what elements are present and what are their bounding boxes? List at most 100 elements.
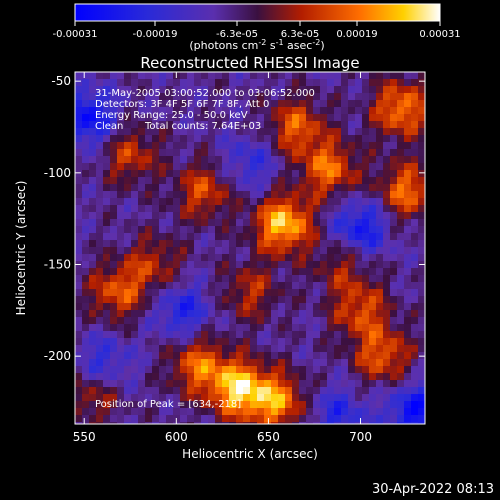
heatmap-cell: [243, 261, 251, 269]
heatmap-cell: [173, 268, 181, 276]
heatmap-cell: [138, 247, 146, 255]
heatmap-cell: [89, 331, 97, 339]
heatmap-cell: [89, 317, 97, 325]
heatmap-cell: [390, 170, 398, 178]
heatmap-cell: [110, 331, 118, 339]
heatmap-cell: [201, 422, 209, 424]
heatmap-cell: [117, 268, 125, 276]
heatmap-cell: [320, 121, 328, 129]
heatmap-cell: [229, 205, 237, 213]
heatmap-cell: [362, 401, 370, 409]
heatmap-cell: [404, 149, 412, 157]
heatmap-cell: [166, 359, 174, 367]
heatmap-cell: [362, 121, 370, 129]
heatmap-cell: [334, 226, 342, 234]
heatmap-cell: [341, 366, 349, 374]
heatmap-cell: [306, 338, 314, 346]
heatmap-cell: [306, 345, 314, 353]
heatmap-cell: [397, 317, 405, 325]
heatmap-cell: [96, 415, 104, 423]
heatmap-cell: [229, 149, 237, 157]
heatmap-cell: [355, 380, 363, 388]
heatmap-cell: [222, 72, 230, 80]
heatmap-cell: [334, 79, 342, 87]
heatmap-cell: [376, 128, 384, 136]
heatmap-cell: [215, 366, 223, 374]
heatmap-cell: [82, 86, 90, 94]
heatmap-cell: [376, 142, 384, 150]
heatmap-cell: [229, 247, 237, 255]
heatmap-cell: [208, 296, 216, 304]
heatmap-cell: [376, 177, 384, 185]
heatmap-cell: [404, 114, 412, 122]
heatmap-cell: [110, 373, 118, 381]
heatmap-cell: [208, 177, 216, 185]
heatmap-cell: [369, 408, 377, 416]
heatmap-cell: [187, 352, 195, 360]
heatmap-cell: [145, 415, 153, 423]
heatmap-cell: [348, 338, 356, 346]
heatmap-cell: [327, 212, 335, 220]
heatmap-cell: [292, 93, 300, 101]
heatmap-cell: [82, 422, 90, 424]
heatmap-cell: [278, 233, 286, 241]
heatmap-cell: [173, 345, 181, 353]
heatmap-cell: [376, 100, 384, 108]
heatmap-cell: [411, 254, 419, 262]
heatmap-cell: [117, 261, 125, 269]
heatmap-cell: [159, 275, 167, 283]
heatmap-cell: [124, 100, 132, 108]
heatmap-cell: [404, 240, 412, 248]
heatmap-cell: [362, 303, 370, 311]
heatmap-cell: [271, 415, 279, 423]
heatmap-cell: [418, 72, 425, 80]
heatmap-cell: [194, 114, 202, 122]
heatmap-cell: [145, 380, 153, 388]
heatmap-cell: [376, 156, 384, 164]
heatmap-cell: [194, 100, 202, 108]
heatmap-cell: [418, 163, 425, 171]
heatmap-cell: [355, 296, 363, 304]
heatmap-cell: [334, 352, 342, 360]
heatmap-cell: [89, 72, 97, 80]
heatmap-cell: [236, 149, 244, 157]
heatmap-cell: [411, 296, 419, 304]
heatmap-cell: [299, 324, 307, 332]
heatmap-cell: [103, 163, 111, 171]
heatmap-cell: [96, 387, 104, 395]
heatmap-cell: [89, 86, 97, 94]
heatmap-cell: [201, 338, 209, 346]
heatmap-cell: [131, 128, 139, 136]
heatmap-cell: [264, 93, 272, 101]
heatmap-cell: [229, 240, 237, 248]
heatmap-cell: [397, 79, 405, 87]
heatmap-cell: [82, 247, 90, 255]
heatmap-cell: [152, 128, 160, 136]
heatmap-cell: [341, 114, 349, 122]
heatmap-cell: [208, 310, 216, 318]
heatmap-cell: [264, 205, 272, 213]
heatmap-cell: [75, 170, 83, 178]
heatmap-cell: [152, 219, 160, 227]
heatmap-cell: [341, 72, 349, 80]
heatmap-cell: [138, 72, 146, 80]
heatmap-cell: [285, 100, 293, 108]
heatmap-cell: [278, 205, 286, 213]
heatmap-cell: [117, 107, 125, 115]
heatmap-cell: [103, 72, 111, 80]
heatmap-cell: [124, 156, 132, 164]
heatmap-cell: [341, 331, 349, 339]
heatmap-cell: [82, 156, 90, 164]
heatmap-cell: [152, 156, 160, 164]
heatmap-cell: [257, 317, 265, 325]
heatmap-cell: [173, 240, 181, 248]
heatmap-cell: [334, 268, 342, 276]
heatmap-cell: [194, 142, 202, 150]
heatmap-cell: [327, 415, 335, 423]
heatmap-cell: [103, 233, 111, 241]
heatmap-cell: [313, 268, 321, 276]
heatmap-cell: [208, 163, 216, 171]
heatmap-cell: [327, 373, 335, 381]
heatmap-cell: [138, 331, 146, 339]
heatmap-cell: [418, 205, 425, 213]
